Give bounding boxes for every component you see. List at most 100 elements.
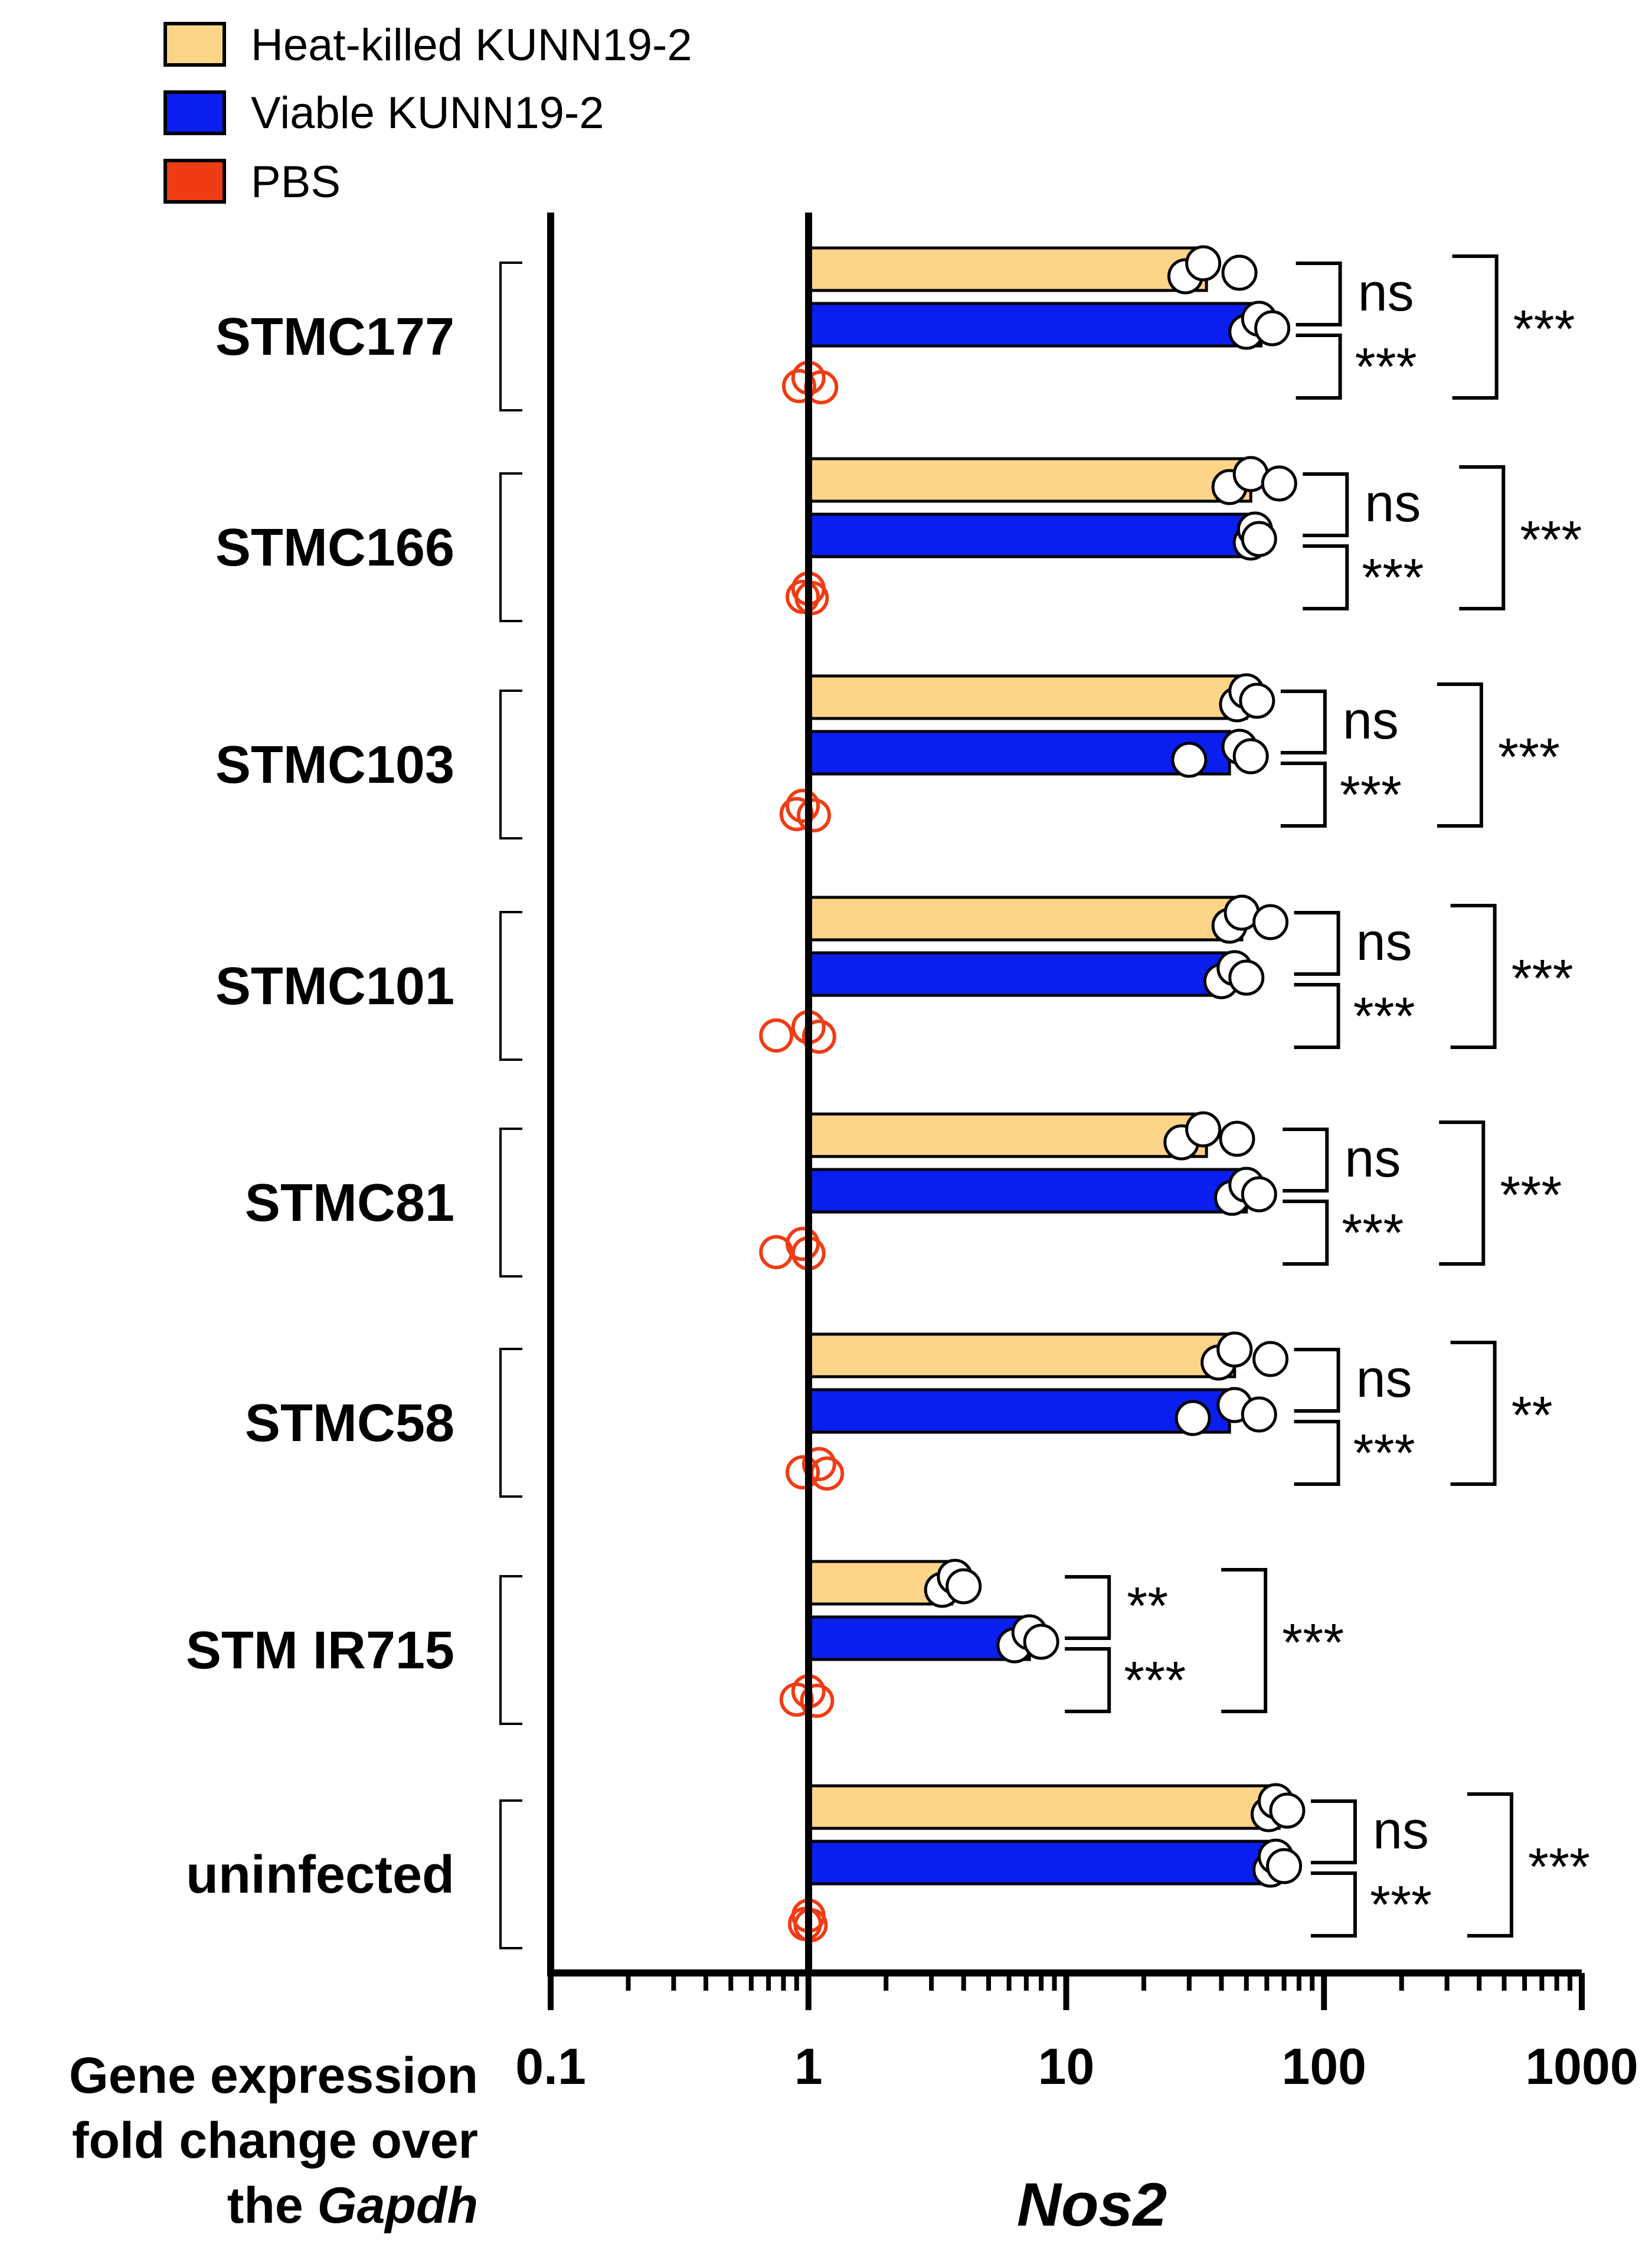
legend-label-viable: Viable KUNN19-2 [251, 88, 604, 138]
x-tick-label: 1 [794, 2038, 823, 2095]
sig-bracket-hk-vs-viable [1065, 1575, 1111, 1640]
sig-bracket-hk-vs-pbs [1437, 682, 1483, 828]
sig-bracket-hk-vs-pbs [1221, 1568, 1268, 1713]
bar-viable-kunn19-2-uninfected [807, 1840, 1279, 1886]
legend-swatch-viable [163, 90, 226, 135]
group-bracket [499, 472, 522, 622]
sig-label-hk-vs-viable: ** [1127, 1577, 1168, 1636]
x-tick-label: 0.1 [515, 2038, 586, 2095]
bar-heat-killed-kunn19-2-stmc101 [807, 896, 1244, 942]
y-axis-title-line-3-prefix: the [227, 2177, 318, 2234]
bar-heat-killed-kunn19-2-stmc81 [807, 1112, 1208, 1158]
legend-item-heat-killed: Heat-killed KUNN19-2 [163, 20, 692, 70]
sig-bracket-hk-vs-viable [1303, 472, 1349, 537]
sig-label-hk-vs-viable: ns [1373, 1801, 1429, 1860]
category-label-stmc101: STMC101 [215, 957, 454, 1016]
bar-viable-kunn19-2-stm-ir715 [807, 1615, 1031, 1661]
sig-label-hk-vs-pbs: *** [1528, 1838, 1590, 1897]
category-grouping-brackets [499, 262, 522, 1949]
bars [807, 246, 1281, 1886]
point-viable-kunn19-2 [1254, 310, 1291, 347]
point-viable-kunn19-2 [1175, 1400, 1211, 1436]
x-tick-label: 1000 [1525, 2038, 1638, 2095]
category-label-uninfected: uninfected [186, 1845, 454, 1904]
point-viable-kunn19-2 [1228, 959, 1265, 996]
x-axis-ticks [548, 1973, 1585, 2010]
legend-swatch-pbs [163, 159, 226, 204]
sig-label-viable-vs-pbs: *** [1342, 1204, 1404, 1263]
point-pbs [786, 1455, 820, 1489]
legend-swatch-heat-killed [163, 22, 226, 67]
sig-bracket-viable-vs-pbs [1310, 1871, 1357, 1938]
sig-bracket-hk-vs-viable [1294, 911, 1340, 976]
point-pbs [781, 369, 816, 403]
sig-label-viable-vs-pbs: *** [1340, 766, 1402, 825]
sig-label-hk-vs-pbs: *** [1500, 1166, 1562, 1225]
y-axis-title-line-1: Gene expression [69, 2047, 478, 2104]
bar-viable-kunn19-2-stmc166 [807, 512, 1259, 558]
point-viable-kunn19-2 [1241, 521, 1277, 557]
sig-bracket-hk-vs-viable [1283, 1128, 1329, 1193]
sig-bracket-hk-vs-pbs [1459, 465, 1506, 610]
category-label-stmc81: STMC81 [245, 1174, 454, 1233]
sig-bracket-viable-vs-pbs [1280, 762, 1327, 828]
bar-viable-kunn19-2-stmc58 [807, 1388, 1231, 1434]
point-viable-kunn19-2 [1232, 738, 1269, 775]
point-heat-killed-kunn19-2 [1219, 1120, 1255, 1157]
bar-viable-kunn19-2-stmc103 [807, 730, 1231, 776]
point-pbs [786, 789, 820, 823]
sig-label-hk-vs-pbs: *** [1498, 728, 1560, 787]
point-heat-killed-kunn19-2 [1185, 245, 1222, 282]
sig-label-viable-vs-pbs: *** [1362, 548, 1424, 607]
sig-bracket-hk-vs-pbs [1450, 1341, 1497, 1486]
sig-label-hk-vs-viable: ns [1356, 1350, 1412, 1409]
group-bracket [499, 1348, 522, 1498]
bar-viable-kunn19-2-stmc101 [807, 951, 1231, 997]
point-pbs [800, 1684, 835, 1718]
sig-label-hk-vs-pbs: ** [1512, 1386, 1553, 1445]
point-pbs [759, 1018, 794, 1053]
point-heat-killed-kunn19-2 [1185, 1111, 1222, 1148]
point-pbs [802, 1020, 836, 1054]
sig-bracket-viable-vs-pbs [1065, 1647, 1111, 1713]
sig-label-hk-vs-viable: ns [1343, 691, 1399, 750]
sig-bracket-hk-vs-pbs [1439, 1120, 1486, 1266]
group-bracket [499, 1575, 522, 1725]
point-heat-killed-kunn19-2 [1216, 1331, 1253, 1368]
sig-bracket-viable-vs-pbs [1303, 544, 1349, 610]
group-bracket [499, 911, 522, 1061]
sig-label-viable-vs-pbs: *** [1124, 1651, 1186, 1710]
sig-label-viable-vs-pbs: *** [1355, 338, 1417, 397]
point-viable-kunn19-2 [1171, 741, 1208, 778]
sig-label-viable-vs-pbs: *** [1353, 987, 1415, 1046]
group-bracket [499, 1799, 522, 1949]
point-heat-killed-kunn19-2 [1261, 465, 1297, 502]
bar-heat-killed-kunn19-2-stmc58 [807, 1332, 1236, 1378]
point-pbs [786, 1227, 820, 1261]
sig-bracket-hk-vs-viable [1296, 262, 1342, 326]
sig-label-hk-vs-viable: ns [1345, 1129, 1401, 1188]
sig-bracket-hk-vs-viable [1294, 1348, 1340, 1413]
point-heat-killed-kunn19-2 [946, 1568, 982, 1605]
x-axis-title: Nos2 [1017, 2171, 1167, 2239]
point-heat-killed-kunn19-2 [1252, 904, 1289, 940]
point-heat-killed-kunn19-2 [1269, 1792, 1306, 1829]
category-label-stmc177: STMC177 [215, 308, 454, 367]
significance-annotations: ns******ns******ns******ns******ns******… [1065, 254, 1590, 1938]
x-axis-tick-labels: 0.1 1 10 100 1000 [515, 2038, 1638, 2095]
group-bracket [499, 262, 522, 411]
bar-heat-killed-kunn19-2-stmc177 [807, 246, 1208, 292]
y-axis-title-line-3: the Gapdh [227, 2177, 478, 2234]
legend: Heat-killed KUNN19-2 Viable KUNN19-2 PBS [163, 20, 692, 207]
sig-bracket-viable-vs-pbs [1283, 1200, 1329, 1266]
legend-label-heat-killed: Heat-killed KUNN19-2 [251, 20, 692, 70]
point-viable-kunn19-2 [1241, 1176, 1277, 1213]
x-tick-label: 10 [1038, 2038, 1095, 2095]
axes: 0.1 1 10 100 1000 [515, 213, 1638, 2095]
sig-bracket-hk-vs-viable [1280, 690, 1327, 754]
sig-bracket-viable-vs-pbs [1296, 334, 1342, 400]
x-tick-label: 100 [1282, 2038, 1367, 2095]
point-pbs [802, 1447, 836, 1481]
bar-heat-killed-kunn19-2-uninfected [807, 1784, 1281, 1830]
